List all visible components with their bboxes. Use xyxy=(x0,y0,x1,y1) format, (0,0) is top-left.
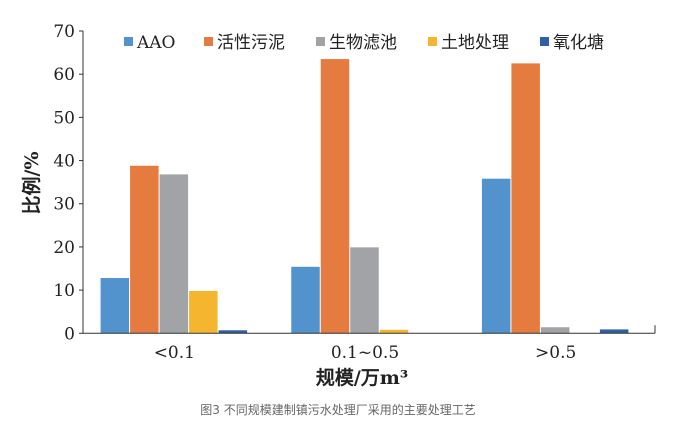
bar-AAO xyxy=(100,278,130,334)
bar-氧化塘 xyxy=(599,329,629,334)
legend-label: 活性污泥 xyxy=(217,33,285,53)
bar-活性污泥 xyxy=(511,63,540,334)
y-axis: 0 10 20 30 40 50 60 70 xyxy=(53,22,84,344)
y-tick-label: 50 xyxy=(53,108,75,128)
bar-AAO xyxy=(291,266,320,334)
legend-swatch xyxy=(428,37,437,46)
x-axis-label: 规模/万m³ xyxy=(316,366,408,389)
y-tick-label: 30 xyxy=(53,195,75,215)
bar-生物滤池 xyxy=(350,247,379,334)
bar-生物滤池 xyxy=(159,174,189,334)
x-tick-label: <0.1 xyxy=(154,343,195,363)
bar-土地处理 xyxy=(379,329,409,334)
figure-caption: 图3 不同规模建制镇污水处理厂采用的主要处理工艺 xyxy=(200,403,476,417)
x-tick-label: >0.5 xyxy=(535,343,576,363)
legend-swatch xyxy=(316,37,325,46)
legend: AAO 活性污泥 生物滤池 土地处理 氧化塘 xyxy=(124,33,604,53)
bar-活性污泥 xyxy=(320,59,350,334)
x-tick-label: 0.1~0.5 xyxy=(331,343,399,363)
x-axis: <0.1 0.1~0.5 >0.5 xyxy=(83,325,656,363)
y-tick-label: 40 xyxy=(53,152,75,172)
bar-土地处理 xyxy=(189,290,218,334)
bar-chart: 0 10 20 30 40 50 60 70 <0.1 0.1~0.5 >0.5 AAO 活性污泥 生… xyxy=(20,22,656,389)
y-tick-label: 60 xyxy=(53,65,75,85)
legend-swatch xyxy=(124,37,133,46)
bar-氧化塘 xyxy=(218,330,248,334)
bar-活性污泥 xyxy=(130,165,159,334)
y-tick-label: 70 xyxy=(53,22,75,42)
legend-label: 氧化塘 xyxy=(553,33,604,53)
y-axis-label: 比例/% xyxy=(20,152,43,215)
bar-生物滤池 xyxy=(540,327,570,334)
legend-swatch xyxy=(204,37,213,46)
legend-label: 生物滤池 xyxy=(329,33,397,53)
legend-label: AAO xyxy=(136,33,176,53)
y-tick-label: 20 xyxy=(53,238,75,258)
legend-swatch xyxy=(540,37,549,46)
y-tick-label: 10 xyxy=(53,281,75,301)
y-tick-label: 0 xyxy=(64,324,75,344)
bar-AAO xyxy=(481,178,511,334)
bars xyxy=(100,59,629,334)
legend-label: 土地处理 xyxy=(441,33,509,53)
